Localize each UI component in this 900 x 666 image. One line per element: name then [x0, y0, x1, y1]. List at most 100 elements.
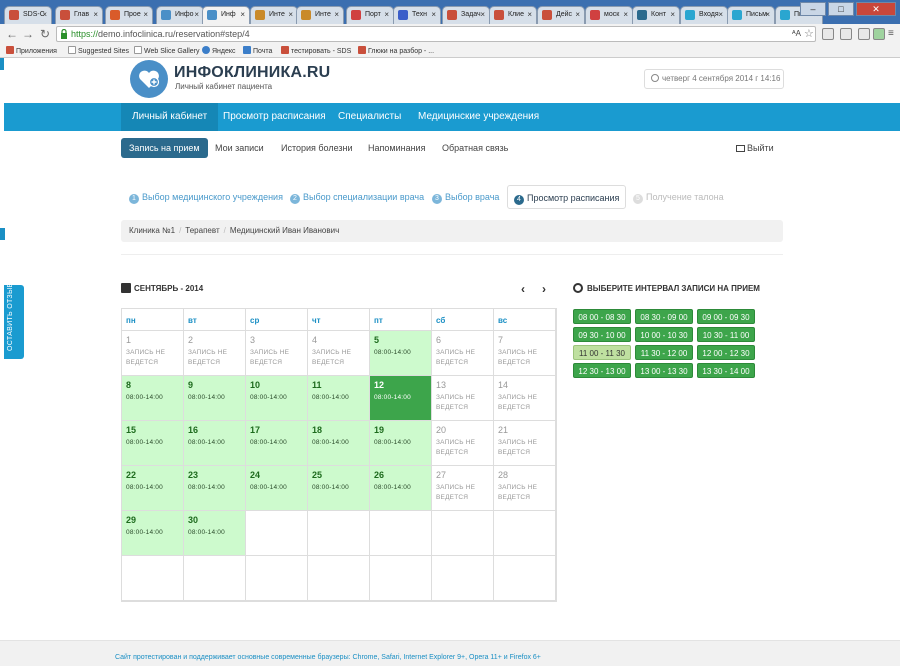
- close-tab-icon[interactable]: ×: [288, 10, 293, 19]
- address-bar[interactable]: https://demo.infoclinica.ru/reservation#…: [56, 26, 816, 42]
- browser-tab[interactable]: Порт ×: [346, 6, 394, 24]
- subnav-my-records[interactable]: Мои записи: [215, 143, 264, 153]
- subnav-medical-history[interactable]: История болезни: [281, 143, 353, 153]
- calendar-day[interactable]: 25 08:00-14:00: [308, 466, 370, 511]
- browser-tab[interactable]: SDS-C ×: [4, 6, 52, 24]
- time-slot-button[interactable]: 13 00 - 13 30: [635, 363, 693, 378]
- time-slot-button[interactable]: 09 00 - 09 30: [697, 309, 755, 324]
- close-tab-icon[interactable]: ×: [670, 10, 675, 19]
- prev-month-arrow-icon[interactable]: ‹: [521, 282, 525, 296]
- close-tab-icon[interactable]: ×: [143, 10, 148, 19]
- extension-icon-2[interactable]: [858, 28, 870, 40]
- mail-extension-icon[interactable]: [822, 28, 834, 40]
- back-icon[interactable]: ←: [6, 27, 18, 41]
- browser-tab[interactable]: Конт ×: [632, 6, 680, 24]
- subnav-appointment[interactable]: Запись на прием: [121, 138, 208, 158]
- time-slot-button[interactable]: 12 00 - 12 30: [697, 345, 755, 360]
- minimize-button[interactable]: –: [800, 2, 826, 16]
- close-tab-icon[interactable]: ×: [384, 10, 389, 19]
- browser-tab[interactable]: Инф ×: [202, 6, 250, 24]
- nav-personal-cabinet[interactable]: Личный кабинет: [121, 103, 219, 131]
- step-4[interactable]: 4 Просмотр расписания: [507, 185, 627, 209]
- close-window-button[interactable]: ✕: [856, 2, 896, 16]
- feedback-tab[interactable]: ОСТАВИТЬ ОТЗЫВ: [4, 283, 24, 359]
- logo-icon[interactable]: [130, 60, 168, 98]
- calendar-day[interactable]: 9 08:00-14:00: [184, 376, 246, 421]
- browser-tab[interactable]: Входя ×: [680, 6, 728, 24]
- calendar-day[interactable]: 15 08:00-14:00: [122, 421, 184, 466]
- menu-icon[interactable]: ≡: [888, 28, 894, 39]
- bookmark-mail[interactable]: Почта: [243, 46, 272, 55]
- browser-tab[interactable]: Глав ×: [55, 6, 103, 24]
- close-tab-icon[interactable]: ×: [480, 10, 485, 19]
- time-slot-button[interactable]: 10 00 - 10 30: [635, 327, 693, 342]
- step-1[interactable]: 1 Выбор медицинского учреждения: [123, 185, 289, 209]
- calendar-day[interactable]: 10 08:00-14:00: [246, 376, 308, 421]
- nav-schedule[interactable]: Просмотр расписания: [223, 111, 326, 122]
- time-slot-button[interactable]: 11 00 - 11 30: [573, 345, 631, 360]
- calendar-day[interactable]: 17 08:00-14:00: [246, 421, 308, 466]
- shield-extension-icon[interactable]: [873, 28, 885, 40]
- browser-tab[interactable]: Техн ×: [393, 6, 441, 24]
- reload-icon[interactable]: ↻: [40, 27, 51, 41]
- close-tab-icon[interactable]: ×: [334, 10, 339, 19]
- extension-icon[interactable]: [840, 28, 852, 40]
- close-tab-icon[interactable]: ×: [765, 10, 770, 19]
- subnav-feedback[interactable]: Обратная связь: [442, 143, 509, 153]
- calendar-day[interactable]: 22 08:00-14:00: [122, 466, 184, 511]
- time-slot-button[interactable]: 11 30 - 12 00: [635, 345, 693, 360]
- browser-tab[interactable]: моск ×: [585, 6, 633, 24]
- browser-tab[interactable]: Инте ×: [296, 6, 344, 24]
- calendar-day[interactable]: 26 08:00-14:00: [370, 466, 432, 511]
- calendar-day[interactable]: 16 08:00-14:00: [184, 421, 246, 466]
- bookmark-suggested-sites[interactable]: Suggested Sites: [68, 46, 129, 55]
- bookmark-test-sds[interactable]: тестировать - SDS: [281, 46, 351, 55]
- maximize-button[interactable]: □: [828, 2, 854, 16]
- star-icon[interactable]: ☆: [804, 28, 814, 40]
- logo-title[interactable]: ИНФОКЛИНИКА.RU: [174, 64, 331, 81]
- time-slot-button[interactable]: 10 30 - 11 00: [697, 327, 755, 342]
- calendar-day[interactable]: 18 08:00-14:00: [308, 421, 370, 466]
- bookmark-web-slice-gallery[interactable]: Web Slice Gallery: [134, 46, 200, 55]
- bookmark-apps[interactable]: Приложения: [6, 46, 57, 55]
- calendar-day[interactable]: 29 08:00-14:00: [122, 511, 184, 556]
- step-2[interactable]: 2 Выбор специализации врача: [284, 185, 430, 209]
- browser-tab[interactable]: Клие ×: [489, 6, 537, 24]
- calendar-day[interactable]: 23 08:00-14:00: [184, 466, 246, 511]
- close-tab-icon[interactable]: ×: [527, 10, 532, 19]
- calendar-day[interactable]: 8 08:00-14:00: [122, 376, 184, 421]
- close-tab-icon[interactable]: ×: [240, 10, 245, 19]
- close-tab-icon[interactable]: ×: [431, 10, 436, 19]
- calendar-day[interactable]: 12 08:00-14:00: [370, 376, 432, 421]
- nav-medical-institutions[interactable]: Медицинские учреждения: [418, 111, 540, 122]
- calendar-day[interactable]: 11 08:00-14:00: [308, 376, 370, 421]
- forward-icon[interactable]: →: [22, 27, 34, 41]
- close-tab-icon[interactable]: ×: [194, 10, 199, 19]
- close-tab-icon[interactable]: ×: [623, 10, 628, 19]
- time-slot-button[interactable]: 08 00 - 08 30: [573, 309, 631, 324]
- calendar-day[interactable]: 5 08:00-14:00: [370, 331, 432, 376]
- calendar-day[interactable]: 24 08:00-14:00: [246, 466, 308, 511]
- logout-button[interactable]: Выйти: [736, 143, 774, 153]
- calendar-day[interactable]: 19 08:00-14:00: [370, 421, 432, 466]
- next-month-arrow-icon[interactable]: ›: [542, 282, 546, 296]
- breadcrumb-clinic[interactable]: Клиника №1: [129, 226, 176, 235]
- browser-tab[interactable]: Письм×: [727, 6, 775, 24]
- calendar-day[interactable]: 30 08:00-14:00: [184, 511, 246, 556]
- close-tab-icon[interactable]: ×: [718, 10, 723, 19]
- nav-specialists[interactable]: Специалисты: [338, 111, 402, 122]
- browser-tab[interactable]: Прое ×: [105, 6, 153, 24]
- bookmark-yandex[interactable]: Яндекс: [202, 46, 236, 55]
- subnav-reminders[interactable]: Напоминания: [368, 143, 426, 153]
- time-slot-button[interactable]: 09 30 - 10 00: [573, 327, 631, 342]
- breadcrumb-specialty[interactable]: Терапевт: [185, 226, 220, 235]
- close-tab-icon[interactable]: ×: [42, 10, 47, 19]
- translate-icon[interactable]: ᴬA: [792, 29, 801, 38]
- time-slot-button[interactable]: 12 30 - 13 00: [573, 363, 631, 378]
- browser-tab[interactable]: Инфо ×: [156, 6, 204, 24]
- browser-tab[interactable]: Инте ×: [250, 6, 298, 24]
- close-tab-icon[interactable]: ×: [93, 10, 98, 19]
- step-3[interactable]: 3 Выбор врача: [426, 185, 505, 209]
- browser-tab[interactable]: Дейс ×: [537, 6, 585, 24]
- time-slot-button[interactable]: 13 30 - 14 00: [697, 363, 755, 378]
